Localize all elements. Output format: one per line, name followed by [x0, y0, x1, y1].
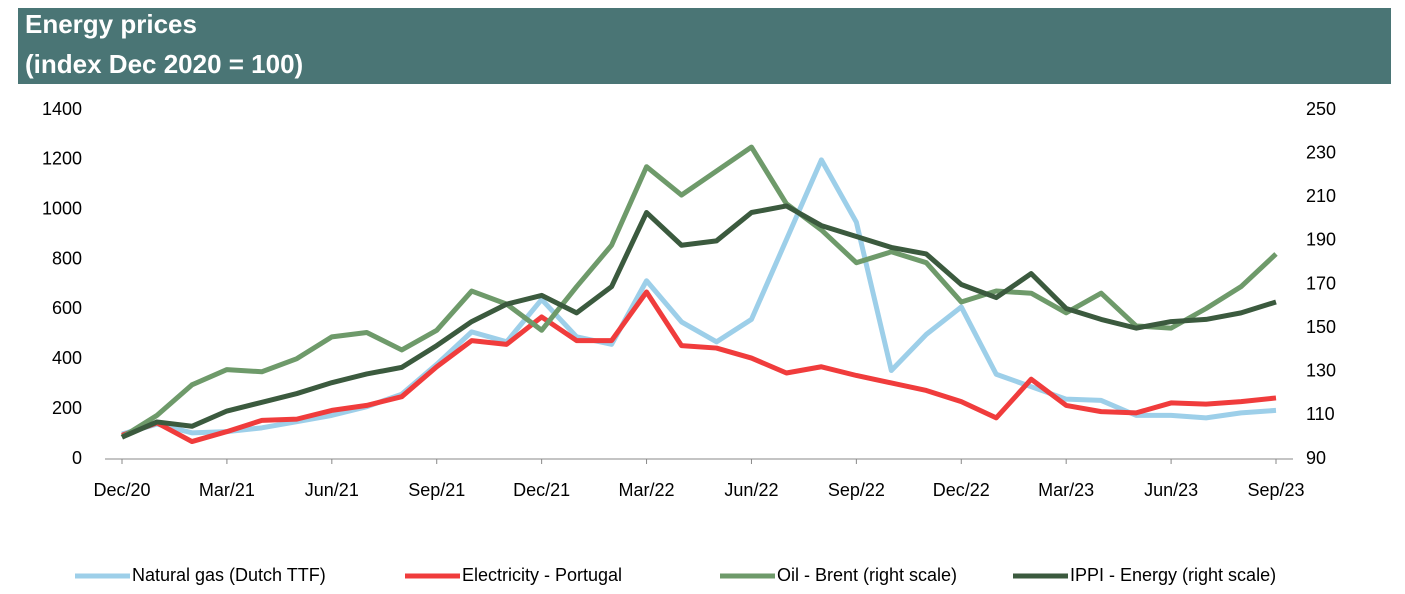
x-tick-label: Mar/23	[1038, 480, 1094, 500]
legend-label: IPPI - Energy (right scale)	[1070, 565, 1276, 585]
y2-tick-label: 130	[1306, 361, 1336, 381]
x-tick-label: Dec/22	[933, 480, 990, 500]
chart-title: Energy prices	[25, 9, 197, 39]
y-tick-label: 600	[52, 298, 82, 318]
x-tick-label: Sep/22	[828, 480, 885, 500]
legend-label: Oil - Brent (right scale)	[777, 565, 957, 585]
y2-tick-label: 90	[1306, 448, 1326, 468]
y2-tick-label: 190	[1306, 230, 1336, 250]
y-tick-label: 1200	[42, 149, 82, 169]
legend-label: Natural gas (Dutch TTF)	[132, 565, 326, 585]
series-line	[120, 144, 1278, 440]
y2-tick-label: 150	[1306, 317, 1336, 337]
y2-tick-label: 210	[1306, 186, 1336, 206]
y-tick-label: 200	[52, 398, 82, 418]
series-line	[121, 157, 1277, 437]
x-tick-label: Jun/21	[305, 480, 359, 500]
y-tick-label: 0	[72, 448, 82, 468]
y-tick-label: 800	[52, 248, 82, 268]
y2-tick-label: 110	[1306, 404, 1335, 424]
y-tick-label: 1000	[42, 198, 82, 218]
x-tick-label: Dec/21	[513, 480, 570, 500]
series-line	[120, 203, 1277, 440]
legend-label: Electricity - Portugal	[462, 565, 622, 585]
header-bar	[18, 8, 1391, 84]
y2-tick-label: 230	[1306, 142, 1336, 162]
x-tick-label: Mar/22	[619, 480, 675, 500]
y-tick-label: 1400	[42, 99, 82, 119]
x-tick-label: Sep/21	[408, 480, 465, 500]
x-tick-label: Dec/20	[93, 480, 150, 500]
x-tick-label: Mar/21	[199, 480, 255, 500]
y2-tick-label: 170	[1306, 273, 1336, 293]
x-tick-label: Jun/22	[724, 480, 778, 500]
y2-tick-label: 250	[1306, 99, 1336, 119]
y-tick-label: 400	[52, 348, 82, 368]
chart-subtitle: (index Dec 2020 = 100)	[25, 49, 303, 79]
x-tick-label: Jun/23	[1144, 480, 1198, 500]
series-line	[121, 289, 1277, 445]
x-tick-label: Sep/23	[1247, 480, 1304, 500]
